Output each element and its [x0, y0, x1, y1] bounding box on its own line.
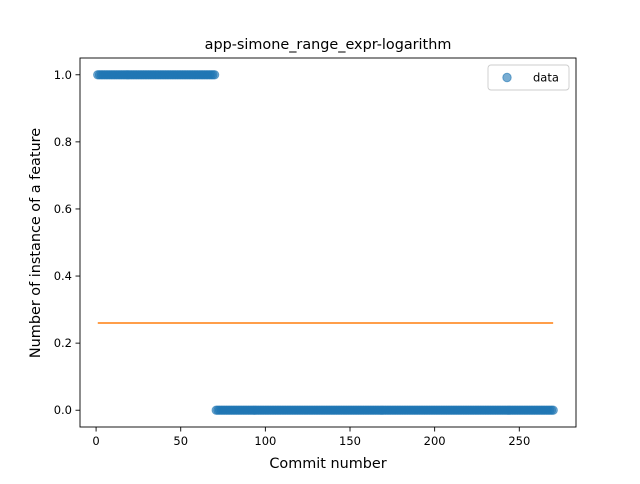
- x-tick-label: 100: [254, 434, 276, 448]
- data-points: [93, 70, 558, 415]
- x-tick-label: 0: [92, 434, 99, 448]
- legend: data: [487, 64, 570, 91]
- x-tick-label: 250: [508, 434, 530, 448]
- x-tick-label: 50: [173, 434, 188, 448]
- y-tick-label: 1.0: [54, 68, 72, 82]
- x-tick-label: 150: [339, 434, 361, 448]
- y-tick-label: 0.8: [54, 135, 72, 149]
- y-tick-label: 0.2: [54, 336, 72, 350]
- plot-area: [80, 58, 576, 427]
- legend-label: data: [533, 71, 559, 85]
- y-tick-label: 0.4: [54, 269, 72, 283]
- axes: 0 50 100 150 200 250 0.0 0.2 0.4 0.6 0.8 1.0: [54, 57, 577, 448]
- axes-frame: [79, 57, 577, 428]
- data-point: [209, 70, 220, 80]
- y-axis-label: Number of instance of a feature: [28, 128, 44, 358]
- x-tick-label: 200: [424, 434, 446, 448]
- data-point: [548, 405, 558, 415]
- x-axis-label: Commit number: [269, 456, 386, 472]
- plot-background: [80, 58, 576, 427]
- y-tick-label: 0.6: [54, 202, 72, 216]
- chart-title: app-simone_range_expr-logarithm: [205, 37, 452, 53]
- legend-marker: [502, 72, 512, 83]
- legend-box: [487, 64, 570, 91]
- y-tick-label: 0.0: [54, 403, 72, 417]
